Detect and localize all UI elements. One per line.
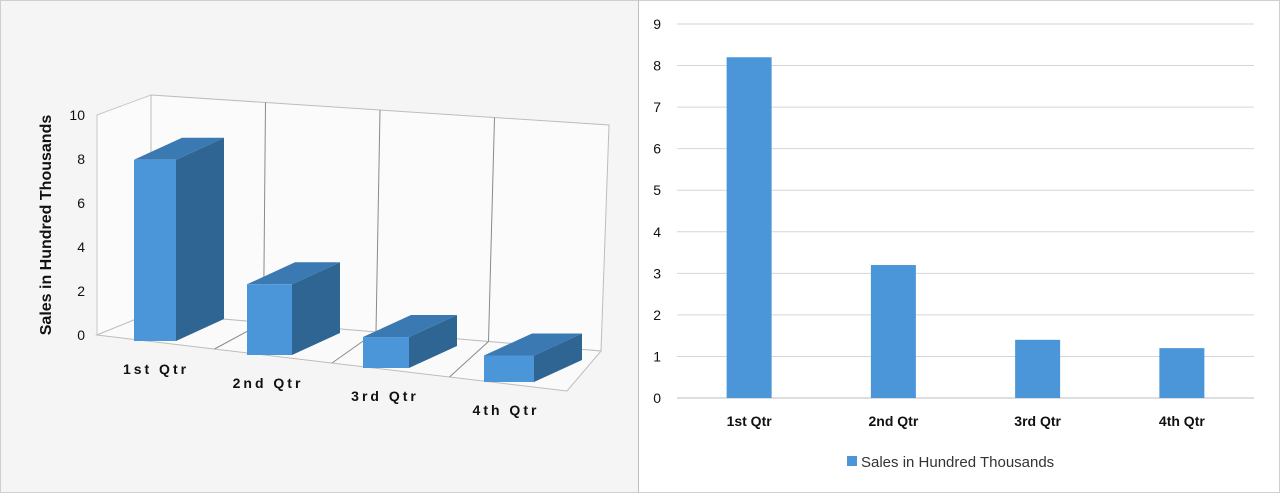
bar-3d xyxy=(363,315,457,368)
bar-top-face xyxy=(484,333,582,356)
x-category-label: 3rd Qtr xyxy=(351,388,419,404)
legend-swatch xyxy=(847,456,857,466)
y-tick-label: 0 xyxy=(77,327,85,343)
bar-side-face xyxy=(534,333,582,382)
y-tick-label: 9 xyxy=(653,16,661,32)
bar xyxy=(726,57,772,398)
chart-3d-group: 0 2 4 6 8 10 Sales in Hundred Thousands 1st Qtr… xyxy=(38,94,610,418)
bar xyxy=(1159,348,1205,398)
legend: Sales in Hundred Thousands xyxy=(847,454,1054,471)
bar-top-face xyxy=(134,137,224,160)
bar-side-face xyxy=(292,262,340,355)
x-category-label: 1st Qtr xyxy=(123,361,189,377)
floor-divider xyxy=(449,341,489,378)
y-axis-label: Sales in Hundred Thousands xyxy=(38,115,55,336)
y-tick-label: 7 xyxy=(653,99,661,115)
x-category-label: 4th Qtr xyxy=(473,402,540,418)
y-tick-label: 10 xyxy=(69,107,85,123)
x-category-label: 2nd Qtr xyxy=(868,413,918,429)
chart-3d-svg: 0 2 4 6 8 10 Sales in Hundred Thousands 1st Qtr… xyxy=(38,94,610,418)
x-category-label: 4th Qtr xyxy=(1159,413,1205,429)
bar-front-face xyxy=(134,159,176,341)
y-tick-label: 6 xyxy=(77,195,85,211)
bar-front-face xyxy=(247,284,292,355)
chart-2d-group: 0 1 2 3 4 5 6 7 8 9 1st Qtr 2nd Qtr 3rd Qtr 4th Qtr Sa… xyxy=(653,16,1254,471)
bar-3d xyxy=(134,137,224,341)
x-category-label: 2nd Qtr xyxy=(233,375,304,391)
bar-3d xyxy=(247,262,340,355)
x-category-label: 3rd Qtr xyxy=(1014,413,1061,429)
bar-top-face xyxy=(363,315,457,338)
y-tick-label: 8 xyxy=(77,151,85,167)
bar-3d xyxy=(484,333,582,382)
x-category-label: 1st Qtr xyxy=(727,413,773,429)
bar xyxy=(870,265,916,398)
y-tick-label: 4 xyxy=(653,224,661,240)
back-wall-divider xyxy=(375,109,381,333)
y-tick-label: 6 xyxy=(653,141,661,157)
y-tick-label: 3 xyxy=(653,265,661,281)
bar-front-face xyxy=(484,355,534,382)
back-wall-divider xyxy=(488,117,495,342)
bar-side-face xyxy=(176,137,224,341)
y-tick-label: 5 xyxy=(653,182,661,198)
chart-floor xyxy=(95,312,603,392)
chart-2d-panel: 0 1 2 3 4 5 6 7 8 9 1st Qtr 2nd Qtr 3rd Qtr 4th Qtr Sa… xyxy=(638,0,1280,493)
y-tick-label: 8 xyxy=(653,58,661,74)
y-tick-label: 2 xyxy=(77,283,85,299)
legend-label: Sales in Hundred Thousands xyxy=(861,454,1054,471)
chart-2d-svg: 0 1 2 3 4 5 6 7 8 9 1st Qtr 2nd Qtr 3rd Qtr 4th Qtr Sa… xyxy=(653,16,1254,471)
y-tick-label: 4 xyxy=(77,239,85,255)
bar-front-face xyxy=(363,337,409,368)
y-tick-label: 1 xyxy=(653,348,661,364)
bar xyxy=(1015,339,1061,398)
bar-side-face xyxy=(409,315,457,368)
y-tick-label: 0 xyxy=(653,390,661,406)
chart-3d-panel: 0 2 4 6 8 10 Sales in Hundred Thousands 1st Qtr… xyxy=(0,0,638,493)
y-tick-label: 2 xyxy=(653,307,661,323)
bar-top-face xyxy=(247,262,340,285)
